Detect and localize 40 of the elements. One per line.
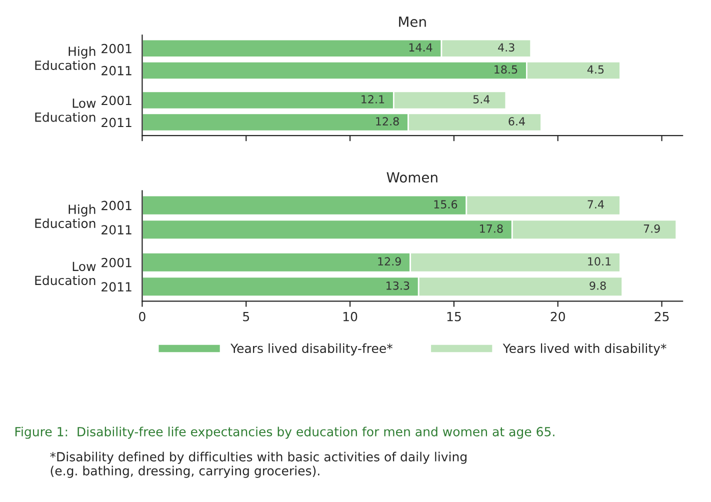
data-label: 6.4 bbox=[508, 117, 525, 126]
text: *Disability defined by difficulties with basic activities of daily living (e.g. bathing, dressing, carrying groceries). bbox=[50, 452, 466, 478]
caption: Figure 1: Disability-free life expectancies by education for men and women at age 65. bbox=[15, 426, 554, 439]
x-tick-label: 20 bbox=[550, 312, 565, 322]
y-tick-label: 2011 bbox=[102, 66, 132, 76]
legend-label: Years lived disability-free* bbox=[230, 343, 392, 356]
x-tick-label: 5 bbox=[243, 312, 249, 322]
chart-title: Women bbox=[386, 172, 438, 183]
data-label: 12.9 bbox=[378, 257, 401, 266]
y-tick-label: 2011 bbox=[102, 118, 132, 128]
data-label: 15.6 bbox=[434, 200, 458, 209]
y-tick-label: 2011 bbox=[102, 225, 132, 235]
x-tick-label: 0 bbox=[139, 312, 146, 322]
data-label: 12.1 bbox=[362, 95, 384, 104]
data-label: 17.8 bbox=[480, 224, 503, 233]
x-tick-label: 15 bbox=[447, 312, 461, 322]
data-label: 18.5 bbox=[494, 65, 518, 74]
data-label: 4.3 bbox=[498, 43, 514, 52]
x-tick-label: 10 bbox=[343, 312, 358, 322]
y-tick-label: 2001 bbox=[102, 44, 132, 54]
data-label: 12.8 bbox=[376, 117, 399, 126]
data-label: 14.4 bbox=[409, 43, 432, 52]
data-label: 13.3 bbox=[386, 281, 410, 290]
y-tick-label: 2001 bbox=[102, 96, 132, 106]
data-label: 9.8 bbox=[590, 281, 606, 290]
x-tick-label: 25 bbox=[654, 312, 669, 322]
text: Low Education bbox=[35, 262, 96, 286]
data-label: 10.1 bbox=[588, 257, 611, 266]
y-tick-label: 2011 bbox=[102, 282, 132, 292]
legend-label: Years lived with disability* bbox=[502, 343, 666, 356]
data-label: 5.4 bbox=[473, 95, 490, 104]
text: High Education bbox=[35, 204, 96, 228]
data-label: 4.5 bbox=[587, 65, 604, 74]
y-tick-label: 2001 bbox=[102, 258, 132, 268]
chart-title: Men bbox=[399, 16, 426, 28]
data-label: 7.4 bbox=[588, 200, 604, 208]
text: Low Education bbox=[35, 98, 96, 122]
data-label: 7.9 bbox=[644, 224, 660, 233]
text: High Education bbox=[35, 46, 96, 70]
y-tick-label: 2001 bbox=[102, 200, 132, 210]
